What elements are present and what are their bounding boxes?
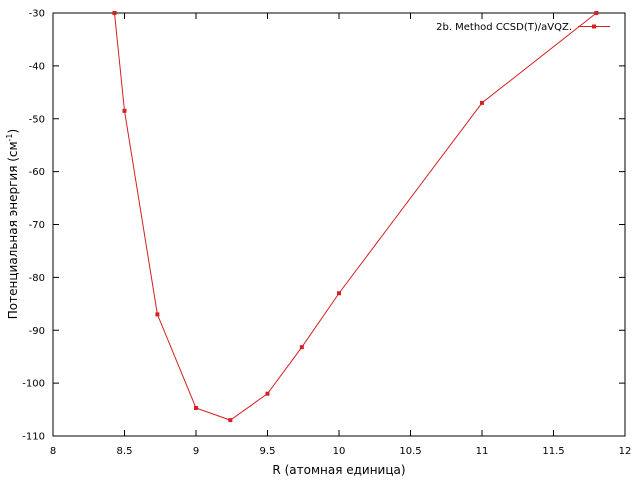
series-layer xyxy=(112,11,599,423)
y-tick-label: -70 xyxy=(29,220,45,231)
x-tick-label: 9.5 xyxy=(260,446,276,457)
y-tick-label: -60 xyxy=(29,167,45,178)
data-point xyxy=(228,418,233,423)
y-tick-label: -80 xyxy=(29,273,45,284)
x-tick-label: 12 xyxy=(619,446,632,457)
x-tick-label: 8.5 xyxy=(117,446,133,457)
x-axis-label: R (атомная единица) xyxy=(272,463,405,477)
x-tick-label: 9 xyxy=(193,446,199,457)
legend-marker-sample xyxy=(592,24,596,29)
data-point xyxy=(265,391,270,396)
legend-entry-label: 2b. Method CCSD(T)/aVQZ. xyxy=(436,22,572,33)
y-axis-label-superscript: -1 xyxy=(5,133,14,141)
y-tick-label: -50 xyxy=(29,114,45,125)
x-tick-label: 10.5 xyxy=(399,446,421,457)
y-tick-label: -40 xyxy=(29,61,45,72)
y-axis-label-prefix: Потенциальная энергия (см xyxy=(6,141,20,319)
y-tick-label: -30 xyxy=(29,9,45,20)
data-point xyxy=(480,100,484,105)
data-point xyxy=(594,11,599,15)
data-point xyxy=(122,108,127,113)
data-point xyxy=(112,11,117,15)
y-tick-label: -90 xyxy=(29,326,45,337)
plot-frame xyxy=(52,12,626,437)
x-tick-label: 10 xyxy=(333,446,346,457)
data-point xyxy=(155,312,160,317)
y-tick-label: -110 xyxy=(22,432,45,443)
data-point xyxy=(299,345,304,350)
y-axis-ticks: -30 -40 -50 -60 -70 -80 -90 -100 -110 xyxy=(22,9,625,443)
y-axis-label: Потенциальная энергия (см-1) xyxy=(5,129,20,319)
y-axis-label-suffix: ) xyxy=(6,129,20,134)
data-point xyxy=(194,405,198,410)
legend: 2b. Method CCSD(T)/aVQZ. xyxy=(436,22,610,33)
x-axis-ticks: 8 8.5 9 9.5 10 10.5 11 11.5 12 xyxy=(50,13,632,457)
x-tick-label: 8 xyxy=(50,446,56,457)
y-tick-label: -100 xyxy=(22,379,45,390)
x-tick-label: 11 xyxy=(476,446,489,457)
x-tick-label: 11.5 xyxy=(542,446,564,457)
data-point xyxy=(337,291,341,296)
series-line xyxy=(113,12,597,421)
